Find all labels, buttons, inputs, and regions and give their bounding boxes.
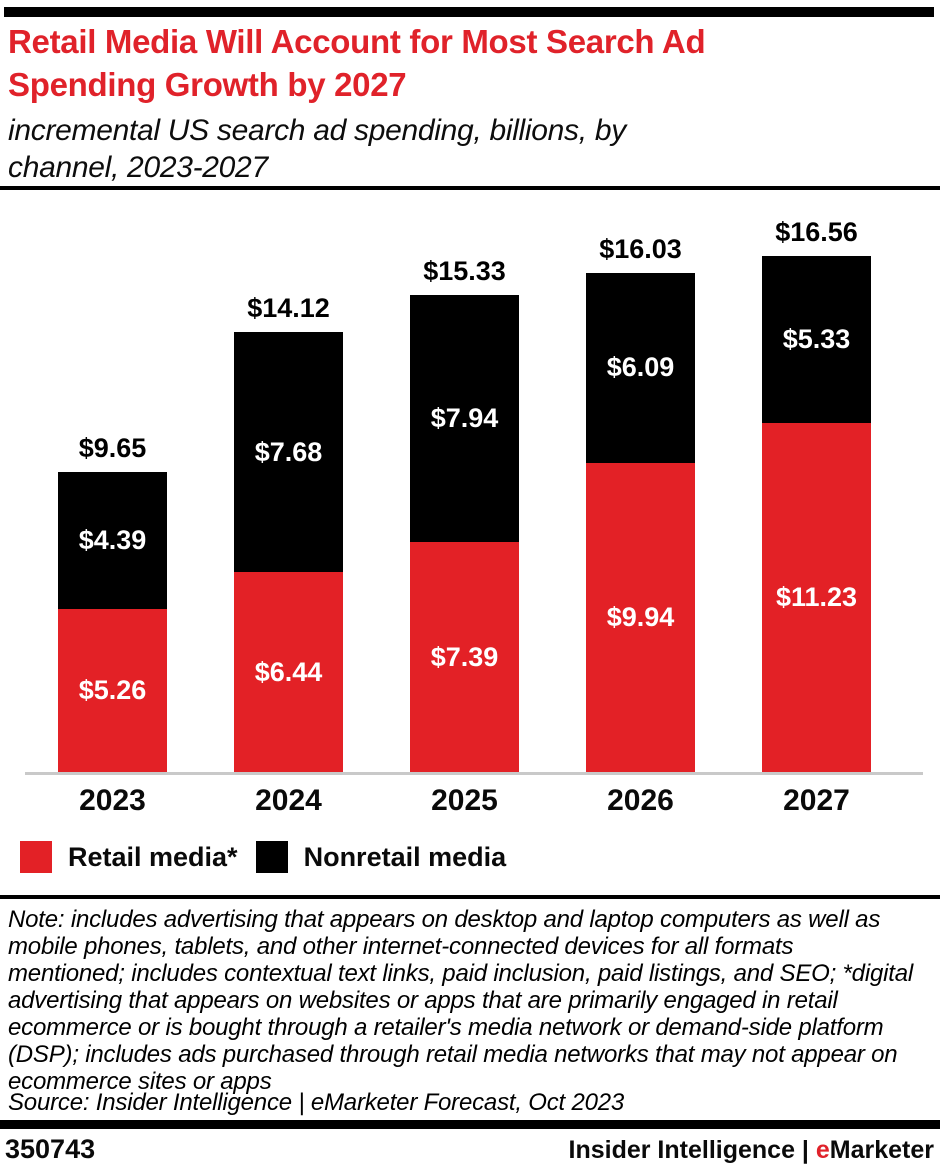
source-text: Source: Insider Intelligence | eMarketer…	[8, 1089, 625, 1116]
legend-swatch	[20, 841, 52, 873]
legend-label: Retail media*	[68, 841, 238, 872]
segment-value-label: $9.94	[606, 602, 675, 633]
segment-value-label: $4.39	[78, 524, 147, 555]
bar-total-label: $14.12	[247, 293, 330, 324]
nonretail-media-segment: $7.94	[410, 294, 519, 543]
chart-id: 350743	[5, 1134, 96, 1164]
legend-item: Nonretail media	[255, 841, 507, 873]
brand-emarketer-e: e	[815, 1136, 830, 1164]
bar-column-2024: $14.12 $7.68 $6.44	[234, 293, 343, 773]
brand-lockup: Insider Intelligence | eMarketer	[569, 1136, 934, 1165]
bar-total-label: $16.03	[599, 233, 682, 264]
retail-media-segment: $9.94	[586, 462, 695, 773]
retail-media-segment: $11.23	[762, 422, 871, 773]
bar-column-2027: $16.56 $5.33 $11.23	[762, 217, 871, 773]
segment-value-label: $6.09	[606, 352, 675, 383]
legend-label: Nonretail media	[303, 841, 507, 872]
segment-value-label: $6.44	[254, 657, 323, 688]
segment-value-label: $11.23	[775, 582, 858, 613]
header-divider	[0, 186, 940, 190]
x-axis-label-2026: 2026	[607, 784, 674, 817]
x-axis: 2023 2024 2025 2026 2027	[0, 784, 940, 818]
retail-media-segment: $6.44	[234, 572, 343, 773]
bar-column-2025: $15.33 $7.94 $7.39	[410, 256, 519, 773]
x-axis-label-2027: 2027	[783, 784, 850, 817]
retail-media-segment: $7.39	[410, 542, 519, 773]
bar-total-label: $15.33	[423, 255, 506, 286]
segment-value-label: $7.39	[430, 642, 499, 673]
note-text: Note: includes advertising that appears …	[8, 906, 913, 1095]
chart-legend: Retail media* Nonretail media	[20, 841, 524, 873]
segment-value-label: $5.26	[78, 675, 147, 706]
stacked-bar-chart: $9.65 $4.39 $5.26 $14.12 $7.68 $6.44 $15.33 $7.…	[0, 200, 940, 775]
retail-media-segment: $5.26	[58, 608, 167, 773]
legend-swatch	[255, 841, 288, 873]
brand-insider-intelligence: Insider Intelligence |	[568, 1136, 816, 1164]
page-title: Retail Media Will Account for Most Searc…	[8, 23, 706, 103]
segment-value-label: $5.33	[782, 323, 851, 354]
footer-divider-bar	[0, 1120, 940, 1129]
brand-emarketer-rest: Marketer	[829, 1136, 934, 1164]
x-axis-label-2023: 2023	[79, 784, 146, 817]
top-accent-bar	[4, 7, 934, 17]
segment-value-label: $7.94	[430, 403, 499, 434]
x-axis-label-2025: 2025	[431, 784, 498, 817]
page-subtitle: incremental US search ad spending, billi…	[8, 114, 626, 184]
bar-total-label: $16.56	[775, 217, 858, 248]
chart-baseline	[25, 772, 923, 775]
bar-total-label: $9.65	[78, 432, 147, 463]
bar-column-2026: $16.03 $6.09 $9.94	[586, 234, 695, 773]
note-divider	[0, 895, 940, 899]
bar-column-2023: $9.65 $4.39 $5.26	[58, 433, 167, 773]
nonretail-media-segment: $5.33	[762, 256, 871, 423]
nonretail-media-segment: $6.09	[586, 272, 695, 463]
legend-item: Retail media*	[20, 841, 238, 873]
footer: 350743 Insider Intelligence | eMarketer	[5, 1134, 934, 1165]
segment-value-label: $7.68	[254, 436, 323, 467]
chart-plot: $9.65 $4.39 $5.26 $14.12 $7.68 $6.44 $15.33 $7.…	[0, 200, 940, 773]
x-axis-label-2024: 2024	[255, 784, 322, 817]
nonretail-media-segment: $7.68	[234, 332, 343, 573]
nonretail-media-segment: $4.39	[58, 471, 167, 609]
